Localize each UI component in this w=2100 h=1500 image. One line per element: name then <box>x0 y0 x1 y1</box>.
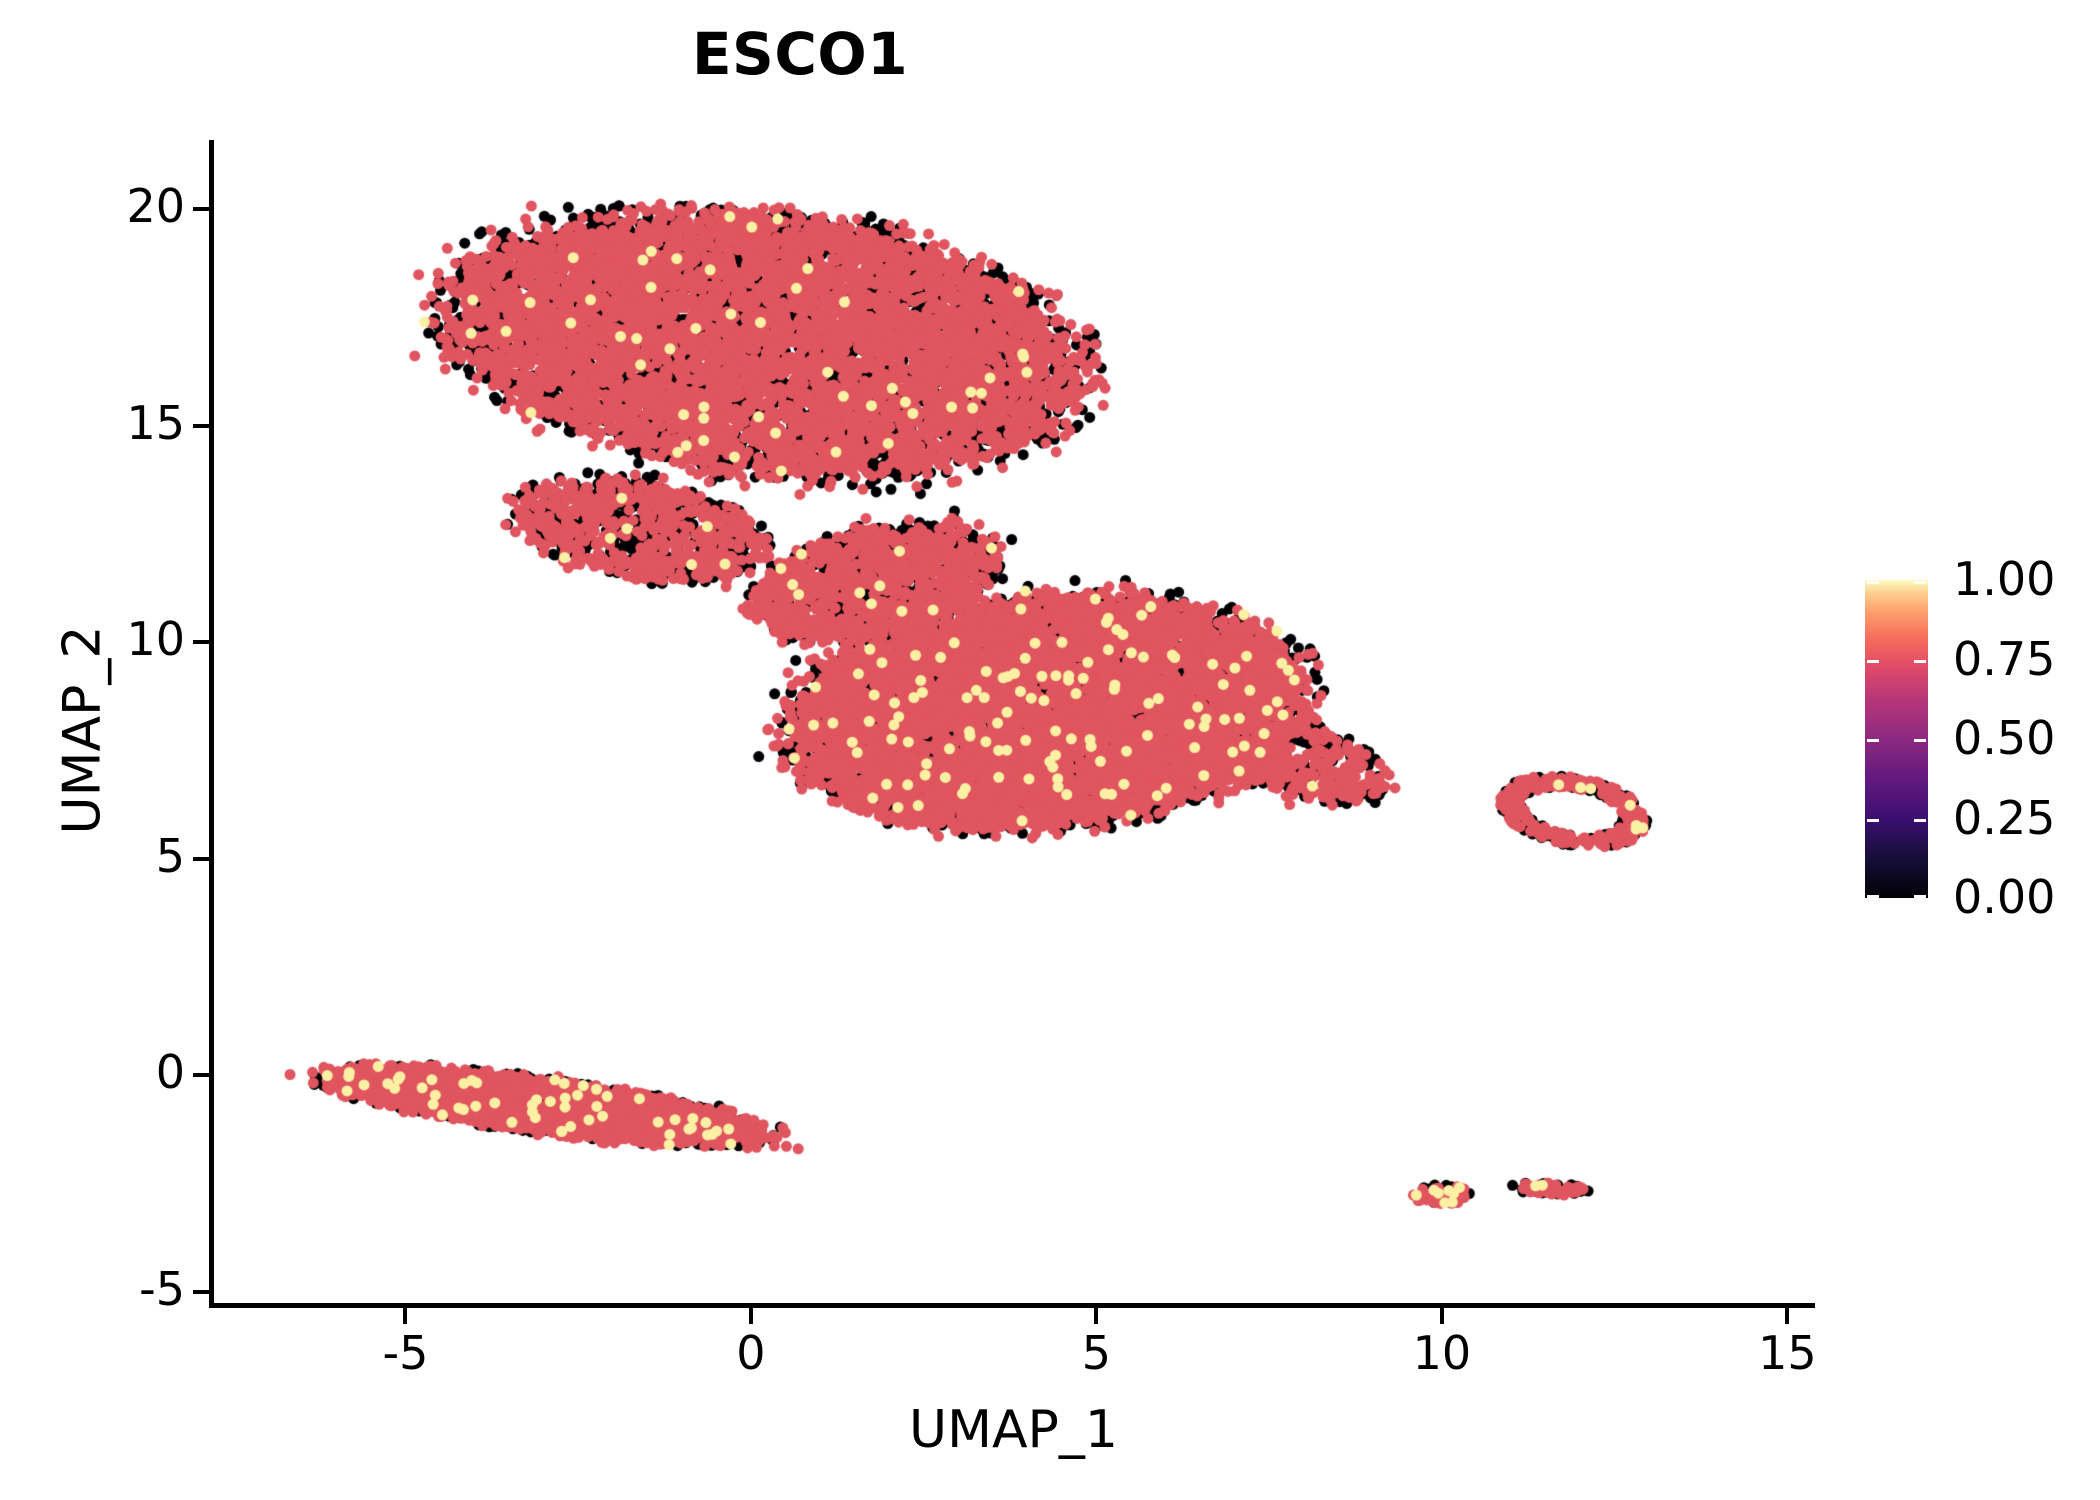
y-tick-label: 5 <box>155 828 185 883</box>
y-tick-label: 15 <box>126 395 185 450</box>
colorbar-tick-mark <box>1914 818 1926 822</box>
x-tick-label: 10 <box>1412 1326 1472 1380</box>
x-axis-label: UMAP_1 <box>909 1400 1118 1460</box>
colorbar-tick-mark <box>1914 581 1926 584</box>
x-tick-label: -5 <box>382 1326 429 1380</box>
x-tick-label: 5 <box>1081 1326 1112 1380</box>
x-tick-mark <box>1094 1308 1099 1324</box>
x-tick-mark <box>748 1308 753 1324</box>
x-tick-mark <box>1439 1308 1444 1324</box>
page-title: ESCO1 <box>691 20 909 88</box>
colorbar-tick-label: 0.00 <box>1953 870 2056 924</box>
colorbar-tick-mark <box>1867 895 1879 898</box>
colorbar-legend: 1.00 0.75 0.50 0.25 0.00 <box>1865 552 2085 924</box>
y-tick-mark <box>193 856 209 861</box>
x-tick-label: 15 <box>1758 1326 1817 1380</box>
y-tick-mark <box>193 1073 209 1078</box>
y-axis-spine <box>209 140 214 1308</box>
x-axis-spine <box>209 1303 1815 1308</box>
x-tick-mark <box>1785 1308 1790 1324</box>
colorbar-tick-mark <box>1867 818 1879 822</box>
x-tick-mark <box>403 1308 408 1324</box>
y-tick-mark <box>193 640 209 645</box>
colorbar-tick-mark <box>1914 659 1926 663</box>
y-tick-mark <box>193 207 209 212</box>
x-tick-label: 0 <box>736 1326 766 1380</box>
y-tick-mark <box>193 423 209 428</box>
colorbar-tick-mark <box>1867 581 1879 584</box>
y-axis-label: UMAP_2 <box>52 625 113 835</box>
colorbar-tick-mark <box>1914 895 1926 898</box>
colorbar-tick-label: 0.25 <box>1953 790 2056 845</box>
y-tick-label: 0 <box>155 1045 185 1100</box>
y-tick-label: 10 <box>126 612 185 667</box>
y-tick-mark <box>193 1290 209 1294</box>
colorbar-tick-label: 0.75 <box>1953 631 2056 686</box>
colorbar-tick-mark <box>1867 739 1879 742</box>
colorbar-tick-label: 0.50 <box>1953 711 2056 765</box>
scatter-plot-canvas <box>212 140 1815 1305</box>
y-tick-label: 20 <box>126 179 185 234</box>
colorbar-tick-mark <box>1914 739 1926 742</box>
y-tick-label: -5 <box>139 1262 185 1316</box>
colorbar-tick-label: 1.00 <box>1953 552 2056 606</box>
colorbar-tick-mark <box>1867 659 1879 663</box>
